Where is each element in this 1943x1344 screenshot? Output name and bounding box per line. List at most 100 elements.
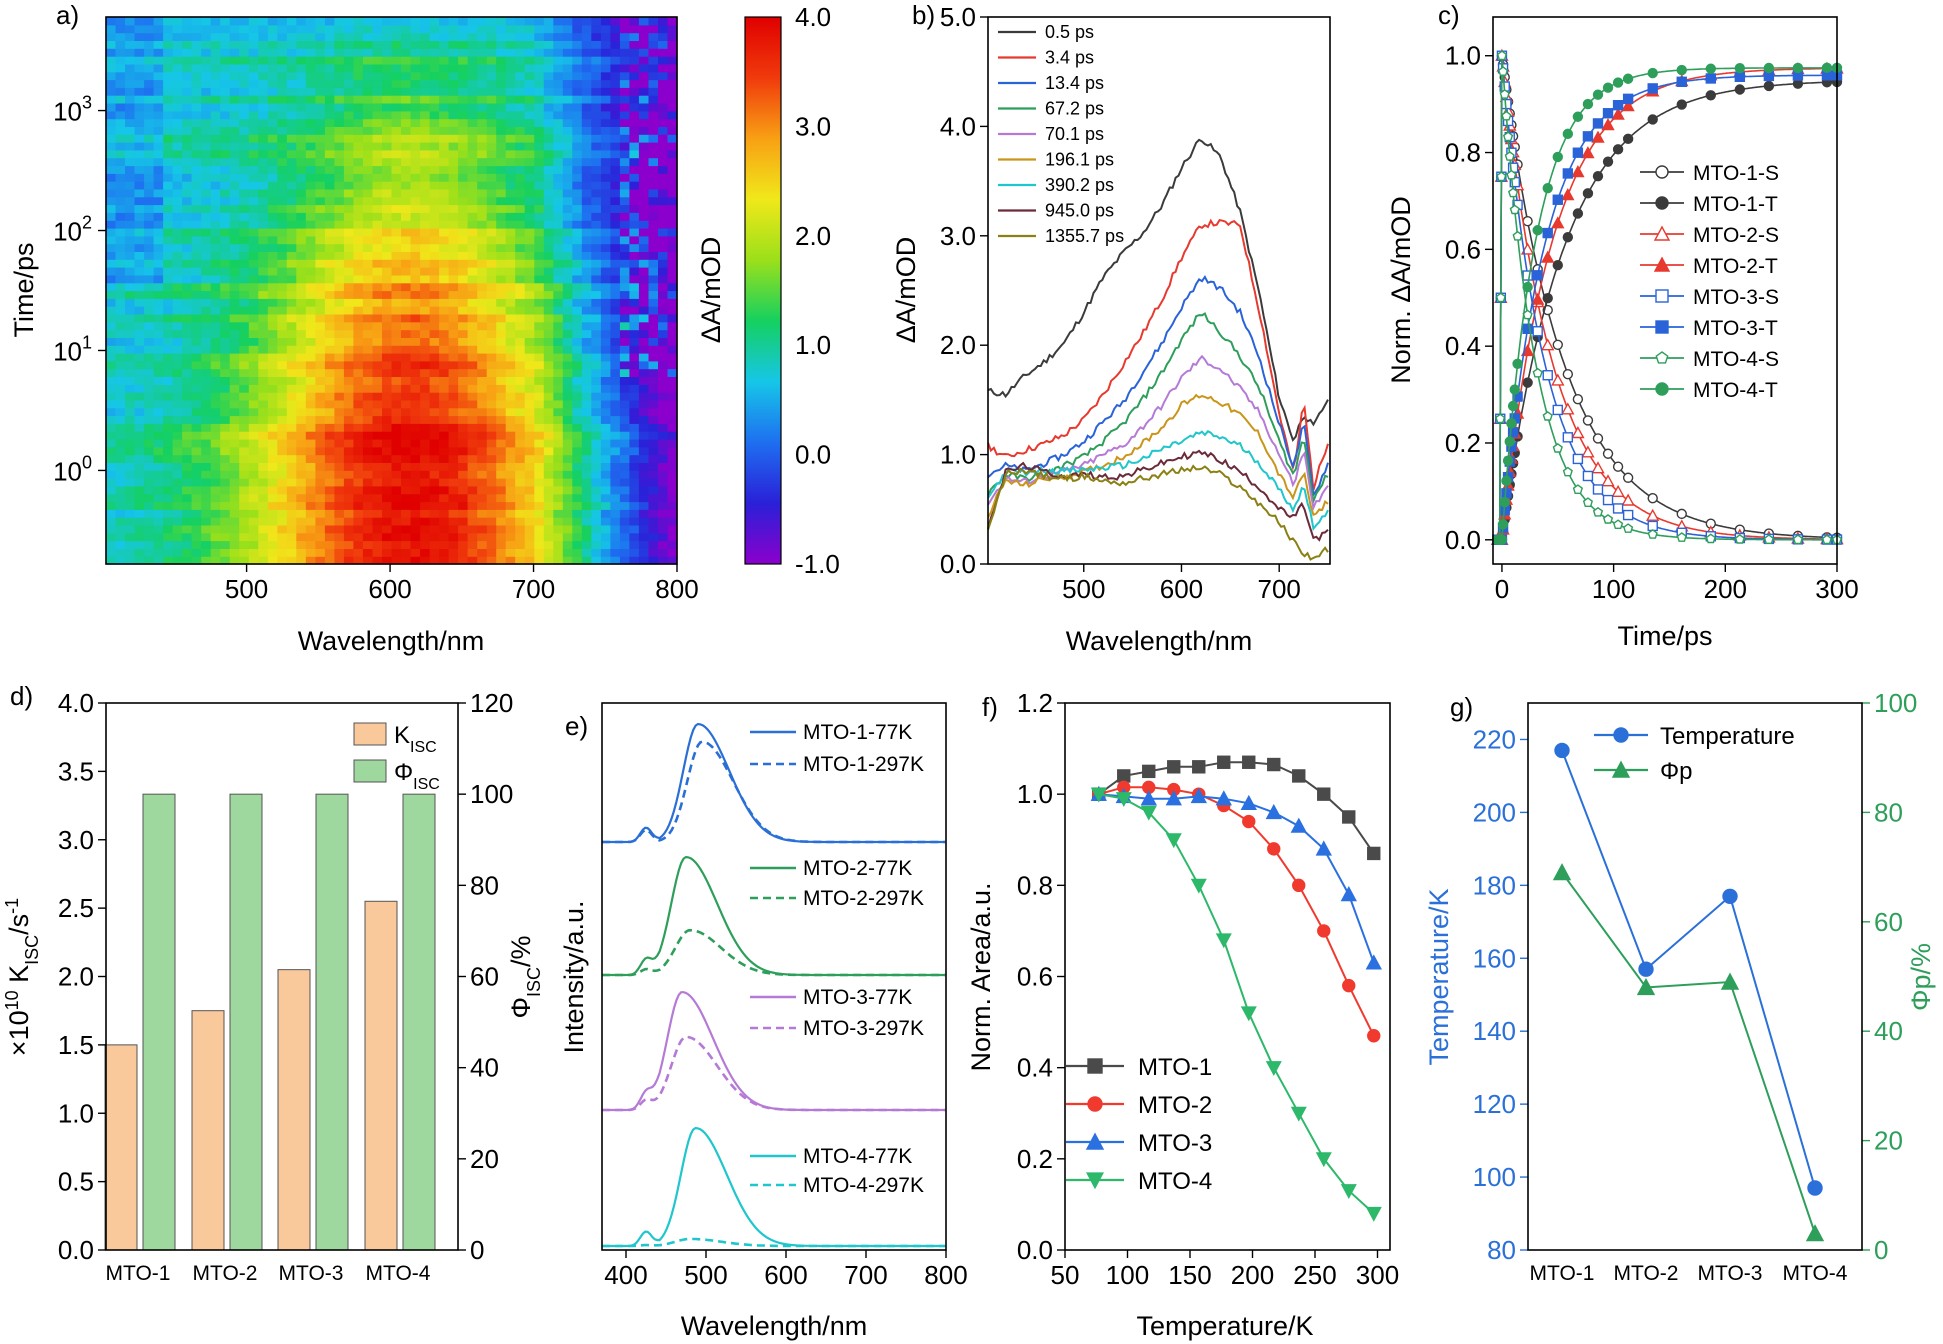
heatmap-cell [277, 87, 288, 96]
panel-c-ytick-label: 1.0 [1445, 41, 1481, 71]
heatmap-cell [305, 196, 316, 206]
heatmap-cell [638, 157, 649, 167]
heatmap-cell [638, 306, 649, 315]
heatmap-cell [515, 470, 526, 479]
heatmap-cell [258, 79, 269, 88]
heatmap-cell [382, 126, 393, 135]
heatmap-cell [134, 79, 145, 88]
heatmap-cell [648, 259, 659, 268]
heatmap-cell [581, 407, 592, 417]
heatmap-cell [562, 454, 573, 463]
heatmap-cell [382, 509, 393, 518]
heatmap-cell [496, 306, 507, 315]
heatmap-cell [248, 532, 259, 542]
heatmap-cell [201, 556, 212, 565]
heatmap-cell [277, 407, 288, 417]
heatmap-cell [534, 142, 545, 151]
heatmap-cell [248, 71, 259, 81]
heatmap-cell [581, 478, 592, 487]
panel-a-colorbar-tick-label: 2.0 [795, 221, 831, 251]
heatmap-cell [343, 313, 354, 323]
panel-c-marker [1552, 194, 1563, 205]
heatmap-cell [486, 540, 497, 549]
heatmap-cell [353, 509, 364, 518]
heatmap-cell [258, 17, 269, 26]
heatmap-cell [439, 165, 450, 174]
heatmap-cell [658, 313, 669, 323]
heatmap-cell [372, 142, 383, 151]
heatmap-cell [410, 524, 421, 534]
heatmap-cell [562, 290, 573, 299]
heatmap-cell [382, 360, 393, 370]
heatmap-cell [153, 24, 164, 34]
heatmap-cell [277, 517, 288, 526]
heatmap-cell [391, 110, 402, 120]
heatmap-cell [610, 71, 621, 81]
heatmap-cell [629, 118, 640, 127]
heatmap-cell [496, 149, 507, 159]
heatmap-cell [524, 392, 535, 401]
heatmap-cell [220, 17, 231, 26]
panel-f-marker [1267, 842, 1281, 856]
heatmap-cell [619, 329, 630, 338]
heatmap-cell [439, 181, 450, 190]
heatmap-cell [191, 32, 202, 41]
panel-f-xtick-label: 150 [1168, 1260, 1211, 1290]
heatmap-cell [286, 524, 297, 534]
heatmap-cell [486, 173, 497, 182]
heatmap-cell [210, 376, 221, 385]
heatmap-cell [372, 17, 383, 26]
heatmap-cell [134, 493, 145, 503]
heatmap-cell [220, 470, 231, 479]
heatmap-cell [258, 24, 269, 34]
heatmap-cell [239, 157, 250, 167]
heatmap-cell [229, 306, 240, 315]
heatmap-cell [201, 415, 212, 424]
heatmap-cell [362, 337, 373, 346]
heatmap-cell [572, 259, 583, 268]
heatmap-cell [486, 517, 497, 526]
heatmap-cell [467, 228, 478, 237]
heatmap-cell [534, 56, 545, 65]
heatmap-cell [562, 345, 573, 354]
heatmap-cell [229, 509, 240, 518]
heatmap-cell [629, 204, 640, 213]
heatmap-cell [362, 298, 373, 307]
heatmap-cell [191, 399, 202, 409]
heatmap-cell [191, 173, 202, 182]
heatmap-cell [220, 556, 231, 565]
heatmap-cell [248, 56, 259, 65]
heatmap-cell [182, 392, 193, 401]
heatmap-cell [543, 321, 554, 331]
heatmap-cell [277, 282, 288, 292]
heatmap-cell [163, 126, 174, 135]
heatmap-cell [334, 407, 345, 417]
heatmap-cell [420, 87, 431, 96]
heatmap-cell [210, 181, 221, 190]
heatmap-cell [210, 399, 221, 409]
panel-e-series-line [602, 1237, 946, 1248]
heatmap-cell [258, 470, 269, 479]
heatmap-cell [343, 454, 354, 463]
heatmap-cell [153, 290, 164, 299]
heatmap-cell [134, 532, 145, 542]
heatmap-cell [543, 478, 554, 487]
heatmap-cell [153, 235, 164, 245]
heatmap-cell [486, 157, 497, 167]
heatmap-cell [448, 110, 459, 120]
heatmap-cell [505, 337, 516, 346]
heatmap-cell [524, 282, 535, 292]
panel-d-ytick-right-label: 20 [470, 1144, 499, 1174]
panel-g-ytick-label: 180 [1473, 870, 1516, 900]
heatmap-cell [477, 181, 488, 190]
heatmap-cell [581, 423, 592, 432]
heatmap-cell [600, 165, 611, 174]
heatmap-cell [619, 196, 630, 206]
heatmap-cell [334, 337, 345, 346]
heatmap-cell [477, 329, 488, 338]
heatmap-cell [172, 134, 183, 143]
heatmap-cell [163, 87, 174, 96]
heatmap-cell [239, 188, 250, 198]
heatmap-cell [658, 56, 669, 65]
heatmap-cell [515, 188, 526, 198]
